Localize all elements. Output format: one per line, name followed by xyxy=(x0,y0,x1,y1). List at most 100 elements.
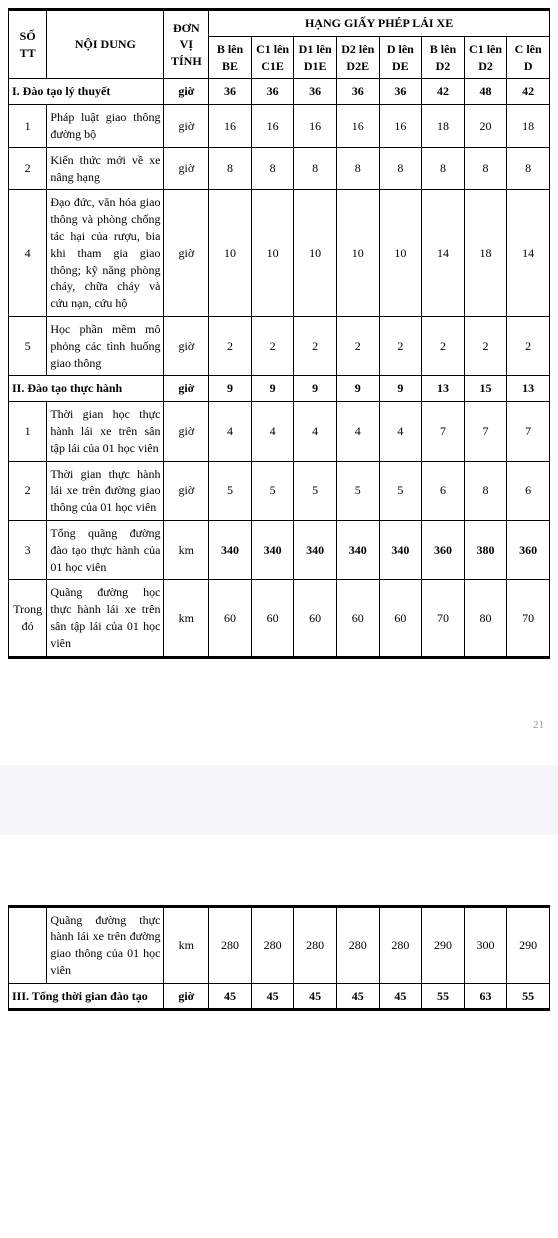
row-value: 4 xyxy=(294,402,337,461)
row-value: 280 xyxy=(336,907,379,983)
row-value: 10 xyxy=(379,190,422,317)
header-col: C1 lên D2 xyxy=(464,36,507,79)
row-value: 70 xyxy=(422,580,465,656)
section-label: II. Đào tạo thực hành xyxy=(9,376,164,402)
row-value: 2 xyxy=(507,316,550,375)
row-unit: giờ xyxy=(164,147,209,190)
row-value: 60 xyxy=(294,580,337,656)
section-value: 42 xyxy=(507,79,550,105)
section-value: 55 xyxy=(507,983,550,1009)
row-value: 2 xyxy=(251,316,294,375)
row-value: 5 xyxy=(294,461,337,520)
row-unit: giờ xyxy=(164,461,209,520)
table-row: Quãng đường thực hành lái xe trên đường … xyxy=(9,907,550,983)
row-value: 8 xyxy=(294,147,337,190)
training-table-page1: SỐ TT NỘI DUNG ĐƠN VỊ TÍNH HẠNG GIẤY PHÉ… xyxy=(8,10,550,657)
row-value: 2 xyxy=(464,316,507,375)
row-value: 8 xyxy=(379,147,422,190)
row-content: Học phần mềm mô phỏng các tình huống gia… xyxy=(47,316,164,375)
row-stt: Trong đó xyxy=(9,580,47,656)
row-value: 340 xyxy=(336,520,379,579)
row-unit: giờ xyxy=(164,190,209,317)
row-value: 4 xyxy=(209,402,252,461)
row-content: Thời gian thực hành lái xe trên đường gi… xyxy=(47,461,164,520)
row-value: 8 xyxy=(464,461,507,520)
training-table-page2: Quãng đường thực hành lái xe trên đường … xyxy=(8,907,550,1010)
row-value: 6 xyxy=(422,461,465,520)
section-value: 48 xyxy=(464,79,507,105)
header-noidung: NỘI DUNG xyxy=(47,11,164,79)
row-value: 340 xyxy=(209,520,252,579)
section-row: I. Đào tạo lý thuyếtgiờ3636363636424842 xyxy=(9,79,550,105)
table-row: 4Đạo đức, văn hóa giao thông và phòng ch… xyxy=(9,190,550,317)
row-value: 10 xyxy=(209,190,252,317)
table-row: 2Kiến thức mới về xe nâng hạnggiờ8888888… xyxy=(9,147,550,190)
row-value: 5 xyxy=(336,461,379,520)
row-value: 18 xyxy=(507,105,550,148)
header-col: C1 lên C1E xyxy=(251,36,294,79)
row-value: 4 xyxy=(251,402,294,461)
row-value: 2 xyxy=(294,316,337,375)
row-unit: giờ xyxy=(164,402,209,461)
row-stt: 1 xyxy=(9,105,47,148)
section-value: 42 xyxy=(422,79,465,105)
row-value: 70 xyxy=(507,580,550,656)
section-label: I. Đào tạo lý thuyết xyxy=(9,79,164,105)
row-value: 8 xyxy=(507,147,550,190)
section-value: 36 xyxy=(294,79,337,105)
row-value: 6 xyxy=(507,461,550,520)
section-value: 9 xyxy=(379,376,422,402)
header-col: C lên D xyxy=(507,36,550,79)
section-value: 45 xyxy=(294,983,337,1009)
page-break xyxy=(0,765,558,835)
row-value: 20 xyxy=(464,105,507,148)
row-value: 300 xyxy=(464,907,507,983)
row-unit: km xyxy=(164,907,209,983)
row-value: 5 xyxy=(209,461,252,520)
header-col: D lên DE xyxy=(379,36,422,79)
table-row: 1Thời gian học thực hành lái xe trên sân… xyxy=(9,402,550,461)
row-unit: giờ xyxy=(164,105,209,148)
row-value: 4 xyxy=(379,402,422,461)
row-value: 8 xyxy=(464,147,507,190)
row-value: 340 xyxy=(294,520,337,579)
row-value: 10 xyxy=(336,190,379,317)
row-stt: 5 xyxy=(9,316,47,375)
row-stt: 2 xyxy=(9,461,47,520)
section-unit: giờ xyxy=(164,376,209,402)
section-row: III. Tổng thời gian đào tạogiờ4545454545… xyxy=(9,983,550,1009)
row-value: 16 xyxy=(209,105,252,148)
row-value: 360 xyxy=(422,520,465,579)
row-stt: 4 xyxy=(9,190,47,317)
row-value: 280 xyxy=(379,907,422,983)
row-content: Quãng đường thực hành lái xe trên đường … xyxy=(47,907,164,983)
row-value: 7 xyxy=(422,402,465,461)
row-value: 8 xyxy=(336,147,379,190)
row-value: 10 xyxy=(251,190,294,317)
row-value: 14 xyxy=(422,190,465,317)
row-value: 8 xyxy=(422,147,465,190)
header-hang-title: HẠNG GIẤY PHÉP LÁI XE xyxy=(209,11,550,37)
row-value: 2 xyxy=(422,316,465,375)
row-value: 60 xyxy=(251,580,294,656)
row-value: 2 xyxy=(336,316,379,375)
row-stt xyxy=(9,907,47,983)
header-col: B lên BE xyxy=(209,36,252,79)
row-stt: 2 xyxy=(9,147,47,190)
section-label: III. Tổng thời gian đào tạo xyxy=(9,983,164,1009)
row-value: 16 xyxy=(336,105,379,148)
row-value: 2 xyxy=(379,316,422,375)
row-value: 18 xyxy=(422,105,465,148)
table-row: 1Pháp luật giao thông đường bộgiờ1616161… xyxy=(9,105,550,148)
row-value: 80 xyxy=(464,580,507,656)
section-value: 45 xyxy=(251,983,294,1009)
row-content: Pháp luật giao thông đường bộ xyxy=(47,105,164,148)
row-content: Tổng quãng đường đào tạo thực hành của 0… xyxy=(47,520,164,579)
row-value: 280 xyxy=(251,907,294,983)
section-value: 9 xyxy=(251,376,294,402)
row-value: 290 xyxy=(507,907,550,983)
row-value: 280 xyxy=(294,907,337,983)
header-col: B lên D2 xyxy=(422,36,465,79)
section-value: 36 xyxy=(336,79,379,105)
row-value: 18 xyxy=(464,190,507,317)
